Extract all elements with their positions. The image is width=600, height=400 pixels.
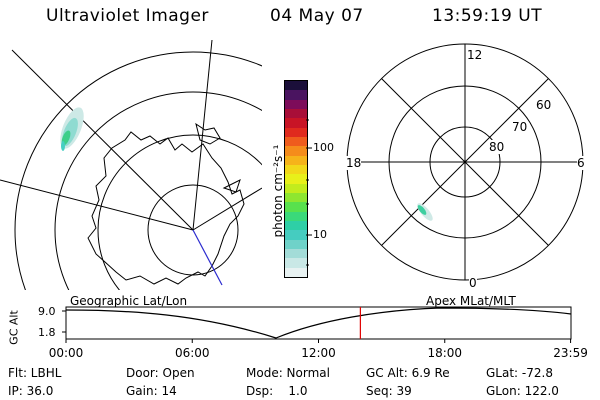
colorbar <box>284 80 308 278</box>
colorbar-swatch <box>285 99 307 110</box>
colorbar-swatch <box>285 81 307 91</box>
lat-circle-outer <box>54 91 262 290</box>
colorbar-axis <box>306 119 312 266</box>
colorbar-swatch <box>285 221 307 231</box>
colorbar-tick-label-100: 100 <box>313 141 334 154</box>
mode-label: Mode: Normal <box>246 366 330 380</box>
colorbar-swatch <box>285 202 307 212</box>
right-map-caption: Apex MLat/MLT <box>426 294 516 308</box>
observation-date: 04 May 07 <box>270 6 364 26</box>
dsp-label: Dsp: 1.0 <box>246 384 308 398</box>
colorbar-swatch <box>285 118 307 128</box>
mlt-label-18: 18 <box>346 156 362 170</box>
coastline <box>222 179 241 193</box>
magnetic-mlt-map <box>346 43 584 281</box>
altitude-curve <box>65 307 572 339</box>
glat-label: GLat: -72.8 <box>486 366 553 380</box>
colorbar-tick-label-10: 10 <box>313 228 327 241</box>
colorbar-swatch <box>285 249 307 259</box>
colorbar-swatch <box>285 230 307 240</box>
x-tick-label: 06:00 <box>174 346 210 360</box>
altitude-y-tick-9: 9.0 <box>38 305 56 318</box>
colorbar-swatch <box>285 146 307 156</box>
mlat-label-60: 60 <box>536 98 552 112</box>
coastline <box>87 131 245 285</box>
gc-alt-label: GC Alt: 6.9 Re <box>366 366 450 380</box>
x-tick-label: 12:00 <box>301 346 336 360</box>
altitude-plot-frame <box>65 306 572 340</box>
colorbar-swatch <box>285 183 307 194</box>
colorbar-swatch <box>285 90 307 100</box>
filter-label: Flt: LBHL <box>8 366 62 380</box>
door-label: Door: Open <box>126 366 195 380</box>
colorbar-swatch <box>285 258 307 268</box>
colorbar-swatch <box>285 165 307 175</box>
mlat-label-80: 80 <box>489 140 505 154</box>
left-map-caption: Geographic Lat/Lon <box>70 294 188 308</box>
mlt-line-diag <box>381 78 549 246</box>
meridian-line <box>192 187 262 231</box>
x-tick-label: 23:59 <box>553 346 588 360</box>
colorbar-swatch <box>285 193 307 203</box>
coastline <box>195 122 221 145</box>
colorbar-swatch <box>285 155 307 166</box>
mlt-label-0: 0 <box>469 276 477 290</box>
x-tick-label: 00:00 <box>48 346 84 360</box>
geographic-map <box>0 40 262 290</box>
colorbar-swatch <box>285 127 307 138</box>
meridian-line <box>192 40 213 231</box>
colorbar-unit-label: photon cm⁻²s⁻¹ <box>271 144 285 238</box>
instrument-title: Ultraviolet Imager <box>46 6 209 26</box>
x-tick-label: 18:00 <box>427 346 463 360</box>
satellite-track <box>192 229 223 286</box>
colorbar-swatch <box>285 239 307 250</box>
mlat-label-70: 70 <box>512 120 528 134</box>
aurora-emission <box>417 203 433 221</box>
colorbar-swatch <box>285 174 307 184</box>
altitude-y-tick-1.8: 1.8 <box>38 326 56 339</box>
colorbar-swatch <box>285 211 307 222</box>
gain-label: Gain: 14 <box>126 384 177 398</box>
lat-circle-edge <box>14 51 262 290</box>
lat-circle-mid <box>97 134 262 290</box>
mlt-label-6: 6 <box>577 156 585 170</box>
ip-label: IP: 36.0 <box>8 384 54 398</box>
meridian-line <box>11 49 194 231</box>
aurora-emission <box>60 107 84 151</box>
altitude-axis-label: GC Alt <box>7 310 21 345</box>
colorbar-swatch <box>285 137 307 147</box>
observation-time: 13:59:19 UT <box>432 6 543 26</box>
colorbar-swatch <box>285 109 307 119</box>
glon-label: GLon: 122.0 <box>486 384 559 398</box>
altitude-plot <box>62 306 572 343</box>
colorbar-swatch <box>285 267 307 277</box>
seq-label: Seq: 39 <box>366 384 412 398</box>
mlt-label-12: 12 <box>467 48 483 62</box>
